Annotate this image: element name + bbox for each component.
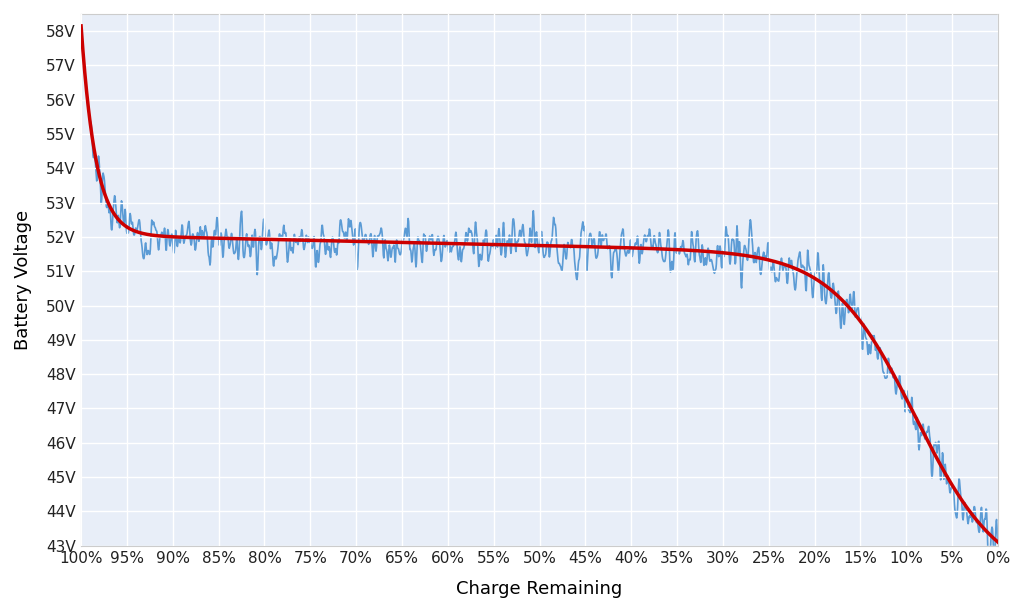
X-axis label: Charge Remaining: Charge Remaining (457, 580, 623, 598)
Y-axis label: Battery Voltage: Battery Voltage (14, 210, 32, 350)
